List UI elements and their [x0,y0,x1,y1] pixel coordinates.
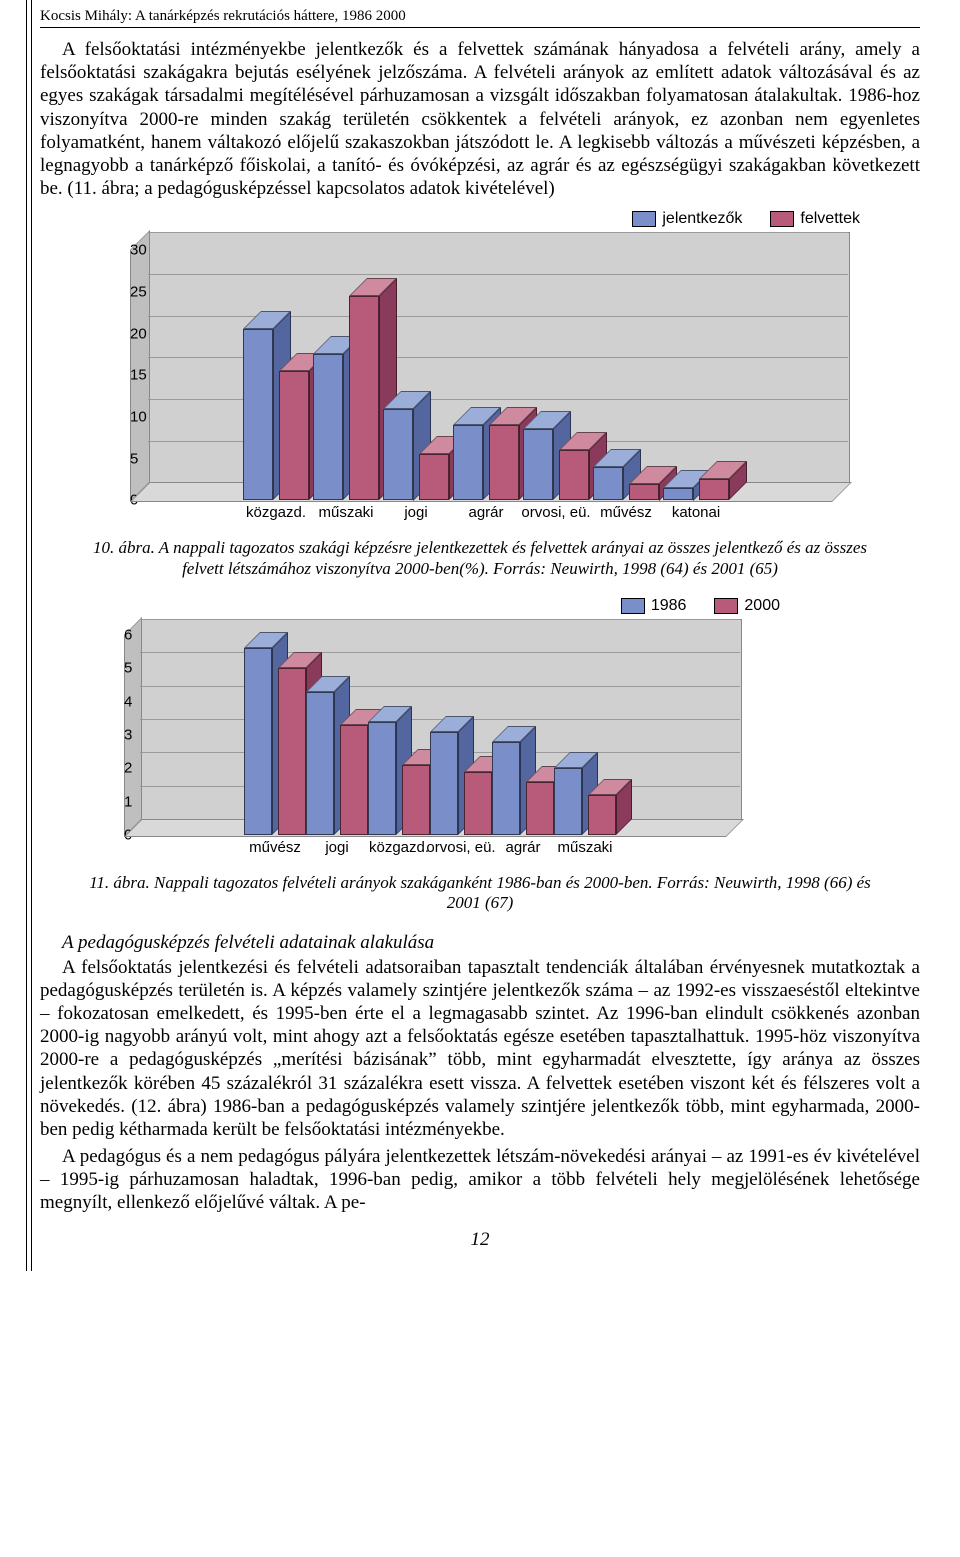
legend-item-2: felvettek [770,210,860,228]
legend-swatch-1 [632,211,656,227]
figure-10: jelentkezők felvettek 051015202530közgaz… [40,210,920,530]
figure-10-caption: 10. ábra. A nappali tagozatos szakági ké… [80,538,880,579]
header-rule [40,27,920,28]
figure-11: 1986 2000 0123456művészjogiközgazd.orvos… [40,597,920,865]
legend-item-1: jelentkezők [632,210,742,228]
paragraph-1: A felsőoktatási intézményekbe jelentkező… [40,38,920,200]
figure-11-caption: 11. ábra. Nappali tagozatos felvételi ar… [80,873,880,914]
figure-10-legend: jelentkezők felvettek [40,210,860,228]
x-tick-label: agrár [468,500,503,521]
y-tick-label: 6 [124,626,130,643]
legend-label-1: jelentkezők [662,210,742,227]
subsection-heading: A pedagógusképzés felvételi adatainak al… [40,932,920,954]
x-tick-label: közgazd. [246,500,306,521]
paragraph-2: A felsőoktatás jelentkezési és felvételi… [40,956,920,1141]
figure-11-chart: 0123456művészjogiközgazd.orvosi, eü.agrá… [40,619,920,865]
x-tick-label: katonai [672,500,720,521]
y-tick-label: 25 [130,283,136,300]
x-tick-label: orvosi, eü. [521,500,590,521]
page-number: 12 [40,1229,920,1251]
paragraph-2-text: A felsőoktatás jelentkezési és felvételi… [40,957,920,1140]
y-tick-label: 4 [124,693,130,710]
x-tick-label: művész [249,835,301,856]
x-tick-label: jogi [325,835,348,856]
x-tick-label: jogi [404,500,427,521]
x-tick-label: műszaki [557,835,612,856]
legend-item-4: 2000 [714,597,780,615]
x-tick-label: művész [600,500,652,521]
y-tick-label: 5 [124,660,130,677]
y-tick-label: 15 [130,367,136,384]
legend-label-4: 2000 [744,597,780,614]
paragraph-3-text: A pedagógus és a nem pedagógus pályára j… [40,1146,920,1213]
y-tick-label: 1 [124,793,130,810]
running-head: Kocsis Mihály: A tanárképzés rekrutációs… [40,8,920,25]
bar [588,779,632,835]
y-tick-label: 10 [130,408,136,425]
x-tick-label: közgazd. [369,835,429,856]
figure-10-chart: 051015202530közgazd.műszakijogiagrárorvo… [40,232,920,530]
legend-swatch-4 [714,598,738,614]
y-tick-label: 3 [124,726,130,743]
x-tick-label: műszaki [318,500,373,521]
x-tick-label: orvosi, eü. [426,835,495,856]
figure-11-legend: 1986 2000 [40,597,780,615]
x-tick-label: agrár [505,835,540,856]
y-tick-label: 20 [130,325,136,342]
legend-item-3: 1986 [621,597,687,615]
paragraph-1-text: A felsőoktatási intézményekbe jelentkező… [40,39,920,199]
legend-swatch-2 [770,211,794,227]
legend-swatch-3 [621,598,645,614]
legend-label-2: felvettek [800,210,860,227]
y-tick-label: 5 [130,450,136,467]
left-margin-rule [26,0,32,1271]
legend-label-3: 1986 [651,597,687,614]
bar [699,461,747,500]
paragraph-3: A pedagógus és a nem pedagógus pályára j… [40,1145,920,1215]
y-tick-label: 30 [130,242,136,259]
y-tick-label: 2 [124,760,130,777]
